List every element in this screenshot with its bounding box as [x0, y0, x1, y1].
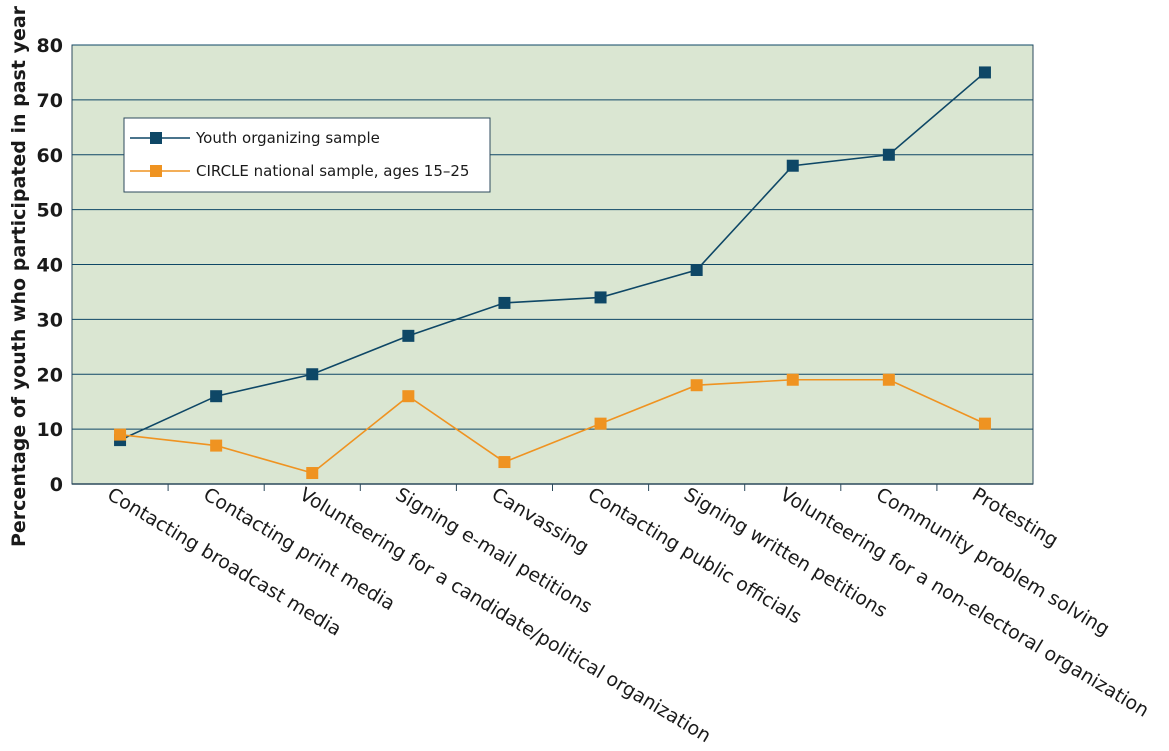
data-point — [786, 373, 799, 386]
y-tick-label: 70 — [37, 90, 63, 112]
data-point — [882, 148, 895, 161]
y-tick-label: 40 — [37, 255, 63, 277]
data-point — [594, 417, 607, 430]
series-layer — [114, 66, 991, 480]
y-axis-label: Percentage of youth who participated in … — [8, 5, 30, 547]
data-point — [210, 439, 223, 452]
y-tick-label: 10 — [37, 419, 63, 441]
series-1 — [114, 66, 991, 447]
y-tick-label: 60 — [37, 145, 63, 167]
data-point — [690, 379, 703, 392]
y-tick-label: 80 — [37, 35, 63, 57]
legend-box — [123, 117, 491, 193]
legend: Youth organizing sample CIRCLE national s… — [123, 117, 491, 193]
data-point — [978, 66, 991, 79]
data-point — [306, 467, 319, 480]
legend-label: CIRCLE national sample, ages 15–25 — [196, 162, 469, 180]
x-category-label: Protesting — [968, 483, 1062, 551]
legend-item: Youth organizing sample — [130, 129, 380, 147]
series-line — [119, 378, 986, 474]
data-point — [114, 428, 127, 441]
x-axis-tick-marks — [167, 484, 938, 491]
legend-item: CIRCLE national sample, ages 15–25 — [130, 162, 469, 180]
x-category-label: Volunteering for a non-electoral organiz… — [776, 483, 1153, 721]
legend-marker — [150, 165, 162, 177]
legend-marker — [150, 132, 162, 144]
data-point — [498, 456, 511, 469]
data-point — [306, 368, 319, 381]
series-2 — [114, 373, 991, 480]
data-point — [594, 291, 607, 304]
data-point — [690, 263, 703, 276]
y-axis-ticks: 0 10 20 30 40 50 60 70 80 — [37, 35, 63, 496]
data-point — [210, 390, 223, 403]
y-tick-label: 30 — [37, 309, 63, 331]
data-point — [882, 373, 895, 386]
data-point — [498, 296, 511, 309]
data-point — [978, 417, 991, 430]
legend-label: Youth organizing sample — [195, 129, 380, 147]
series-line — [119, 71, 986, 441]
data-point — [402, 329, 415, 342]
data-point — [786, 159, 799, 172]
y-tick-label: 0 — [50, 474, 63, 496]
y-tick-label: 20 — [37, 364, 63, 386]
data-point — [402, 390, 415, 403]
y-tick-label: 50 — [37, 200, 63, 222]
